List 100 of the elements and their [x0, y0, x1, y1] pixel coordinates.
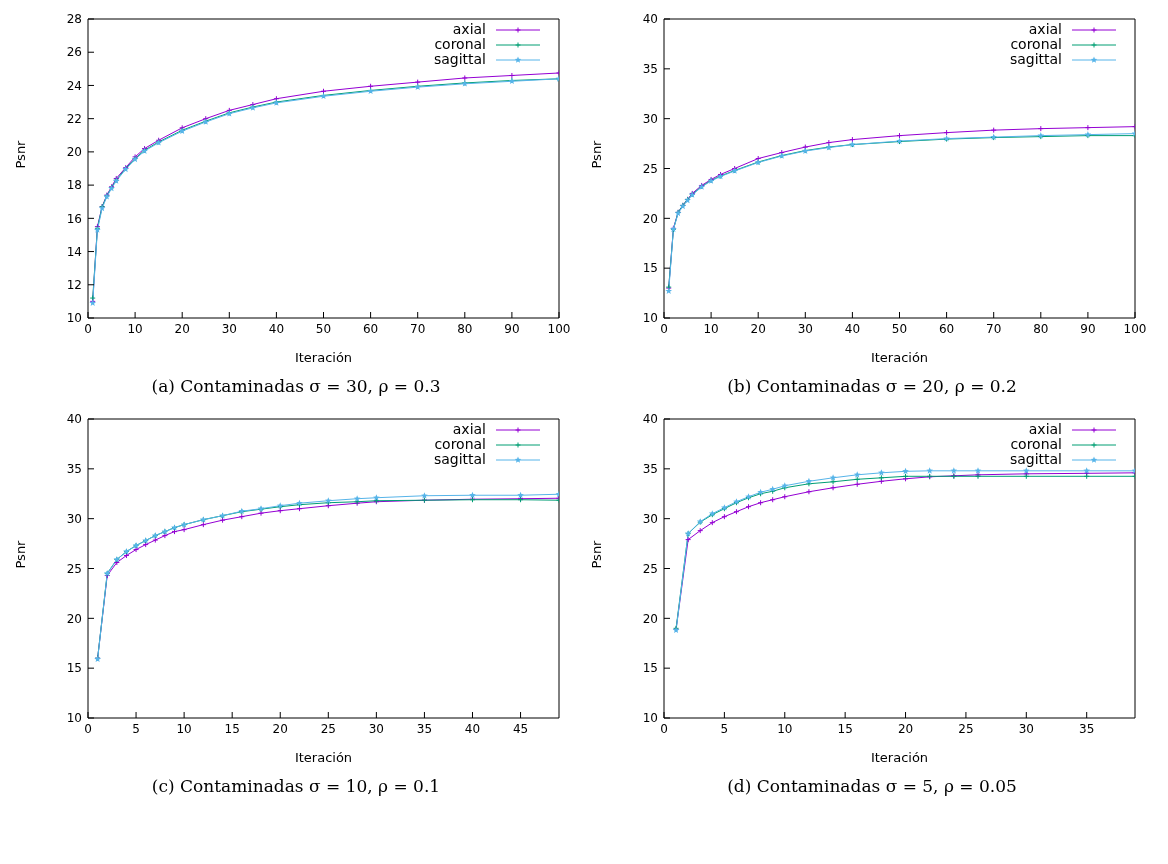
x-tick-label: 10: [176, 721, 192, 736]
x-tick-label: 10: [703, 321, 719, 336]
x-tick-label: 90: [1080, 321, 1096, 336]
legend-label: sagittal: [1009, 451, 1062, 467]
point: [830, 484, 837, 491]
x-tick-label: 60: [362, 321, 379, 336]
legend-label: sagittal: [433, 51, 486, 67]
y-tick-label: 35: [642, 62, 658, 77]
x-tick-label: 20: [750, 321, 766, 336]
x-tick-label: 0: [660, 721, 668, 736]
legend-label: axial: [1028, 421, 1062, 437]
x-tick-label: 30: [221, 321, 237, 336]
y-tick-label: 20: [642, 611, 658, 626]
text: (d) Contaminadas σ = 5, ρ = 0.05: [726, 776, 1018, 796]
x-tick-label: 15: [224, 721, 240, 736]
point: [854, 476, 861, 483]
y-tick-label: 15: [642, 261, 658, 276]
x-tick-label: 35: [416, 721, 433, 736]
point: [902, 467, 909, 475]
y-tick-label: 30: [642, 511, 658, 526]
y-tick-label: 22: [66, 111, 82, 126]
y-tick-label: 25: [642, 161, 658, 176]
point: [733, 508, 740, 515]
x-tick-label: 30: [368, 721, 385, 736]
point: [133, 546, 140, 553]
point: [990, 127, 997, 134]
y-tick-label: 30: [66, 511, 82, 526]
y-tick-label: 10: [66, 711, 82, 726]
y-tick-label: 15: [642, 661, 658, 676]
x-tick-label: 5: [132, 721, 140, 736]
point: [685, 536, 692, 543]
y-tick-label: 14: [66, 244, 82, 259]
point: [757, 499, 764, 506]
x-tick-label: 35: [1079, 721, 1095, 736]
point: [781, 493, 788, 500]
x-axis-title: Iteración: [870, 750, 929, 765]
x-tick-label: 40: [268, 321, 285, 336]
x-tick-label: 80: [1033, 321, 1049, 336]
x-axis-title: Iteración: [870, 350, 929, 365]
x-tick-label: 40: [464, 721, 481, 736]
x-tick-label: 20: [272, 721, 288, 736]
point: [854, 481, 861, 488]
point: [830, 478, 837, 485]
y-tick-label: 15: [66, 661, 82, 676]
legend-label: sagittal: [1009, 51, 1062, 67]
x-tick-label: 5: [720, 721, 729, 736]
point: [461, 74, 468, 81]
x-tick-label: 0: [660, 321, 668, 336]
y-tick-label: 25: [642, 561, 658, 576]
x-tick-label: 30: [797, 321, 813, 336]
x-tick-label: 50: [891, 321, 908, 336]
point: [943, 129, 950, 136]
x-tick-label: 15: [837, 721, 853, 736]
point: [219, 517, 226, 524]
x-tick-label: 40: [844, 321, 861, 336]
y-tick-label: 20: [66, 611, 82, 626]
point: [709, 519, 716, 526]
x-tick-label: 50: [315, 321, 332, 336]
point: [238, 513, 245, 520]
point: [769, 496, 776, 503]
y-tick-label: 20: [642, 211, 658, 226]
x-tick-label: 10: [127, 321, 143, 336]
x-tick-label: 10: [777, 721, 793, 736]
y-tick-label: 40: [642, 12, 658, 27]
point: [926, 467, 934, 474]
legend-label: coronal: [1010, 436, 1062, 452]
x-tick-label: 90: [504, 321, 520, 336]
y-axis-title: Psnr: [588, 539, 604, 569]
point: [181, 526, 188, 533]
x-tick-label: 100: [547, 321, 571, 336]
point: [805, 488, 812, 495]
y-tick-label: 40: [66, 412, 82, 427]
y-axis-title: Psnr: [12, 139, 28, 169]
text: (b) Contaminadas σ = 20, ρ = 0.2: [726, 376, 1018, 396]
y-tick-label: 30: [642, 111, 658, 126]
y-tick-label: 18: [66, 178, 82, 193]
x-axis-title: Iteración: [294, 350, 353, 365]
x-tick-label: 0: [84, 321, 92, 336]
x-tick-label: 70: [410, 321, 426, 336]
y-axis-title: Psnr: [12, 539, 28, 569]
x-axis-title: Iteración: [294, 750, 353, 765]
point: [258, 510, 265, 517]
text: (a) Contaminadas σ = 30, ρ = 0.3: [150, 376, 442, 396]
point: [161, 532, 168, 539]
x-tick-label: 25: [320, 721, 336, 736]
y-tick-label: 40: [642, 412, 658, 427]
point: [1084, 124, 1091, 131]
point: [200, 521, 207, 528]
y-tick-label: 35: [642, 462, 658, 477]
y-tick-label: 28: [66, 12, 82, 27]
x-tick-label: 0: [84, 721, 92, 736]
legend-label: axial: [452, 21, 486, 37]
y-tick-label: 20: [66, 145, 82, 160]
y-tick-label: 25: [66, 561, 82, 576]
point: [825, 139, 832, 146]
x-tick-label: 60: [938, 321, 955, 336]
y-tick-label: 10: [642, 311, 658, 326]
text: (c) Contaminadas σ = 10, ρ = 0.1: [150, 776, 442, 796]
x-tick-label: 20: [897, 721, 914, 736]
x-tick-label: 70: [986, 321, 1002, 336]
